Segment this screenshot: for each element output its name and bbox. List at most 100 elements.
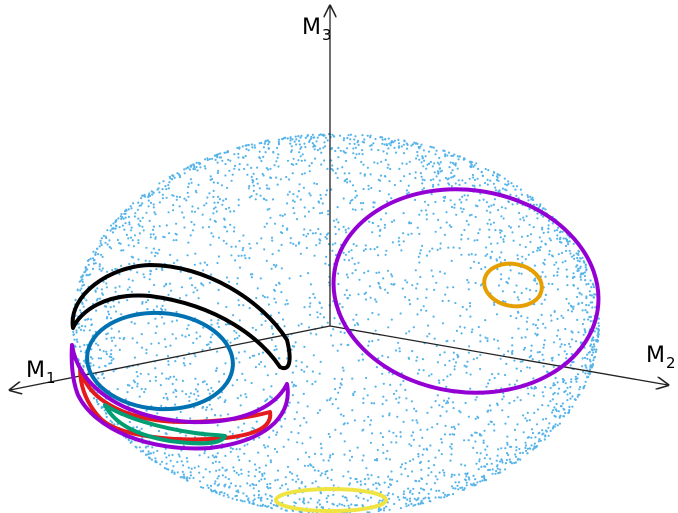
scatter-point [293, 345, 296, 348]
scatter-point [94, 253, 97, 256]
scatter-point [453, 206, 456, 209]
scatter-point [523, 346, 527, 349]
scatter-point [187, 195, 190, 198]
scatter-point [444, 293, 447, 296]
scatter-point [332, 493, 335, 496]
scatter-point [415, 419, 418, 422]
scatter-point [140, 346, 144, 349]
scatter-point [483, 479, 486, 482]
scatter-point [137, 258, 140, 261]
scatter-point [328, 398, 331, 401]
scatter-point [454, 487, 457, 490]
scatter-point [391, 478, 394, 481]
scatter-point [296, 195, 299, 198]
scatter-point [368, 285, 371, 288]
scatter-point [326, 139, 329, 142]
scatter-point [103, 409, 106, 412]
scatter-point [252, 438, 255, 441]
scatter-point [137, 217, 140, 220]
scatter-point [586, 357, 589, 360]
scatter-point [536, 212, 539, 215]
scatter-point [377, 508, 380, 511]
scatter-point [180, 460, 183, 463]
scatter-point [229, 223, 232, 226]
scatter-point [178, 176, 182, 179]
scatter-point [347, 504, 350, 507]
scatter-point [301, 173, 304, 176]
scatter-point [464, 181, 467, 185]
scatter-point [479, 353, 482, 356]
scatter-point [312, 144, 316, 147]
scatter-point [149, 236, 152, 239]
scatter-point [463, 364, 466, 367]
scatter-point [526, 328, 529, 331]
scatter-point [406, 475, 410, 478]
scatter-point [198, 471, 201, 474]
scatter-point [476, 356, 479, 360]
scatter-point [233, 329, 236, 333]
scatter-point [194, 388, 197, 391]
scatter-point [309, 497, 312, 500]
scatter-point [480, 465, 483, 468]
scatter-point [412, 458, 415, 461]
scatter-point [422, 187, 426, 190]
scatter-point [422, 305, 425, 308]
scatter-point [80, 287, 83, 290]
scatter-point [344, 253, 347, 256]
scatter-point [488, 468, 491, 471]
scatter-point [541, 404, 544, 407]
scatter-point [343, 331, 346, 334]
scatter-point [98, 348, 102, 351]
scatter-point [447, 299, 450, 302]
scatter-point [588, 368, 592, 371]
scatter-point [149, 233, 152, 236]
scatter-point [431, 426, 434, 429]
scatter-point [504, 183, 507, 186]
scatter-point [211, 333, 214, 336]
scatter-point [465, 475, 468, 478]
scatter-point [563, 408, 566, 411]
scatter-point [458, 198, 461, 201]
scatter-point [516, 254, 519, 257]
scatter-point [314, 157, 317, 160]
scatter-point [306, 380, 309, 383]
scatter-point [85, 274, 88, 277]
scatter-point [466, 472, 469, 476]
scatter-point [349, 477, 352, 480]
scatter-point [376, 459, 379, 462]
scatter-point [436, 478, 439, 481]
scatter-point [383, 226, 386, 229]
scatter-point [183, 168, 186, 171]
scatter-point [302, 186, 305, 189]
scatter-point [307, 501, 310, 504]
scatter-point [462, 208, 465, 211]
scatter-point [497, 448, 500, 451]
scatter-point [408, 298, 411, 302]
scatter-point [181, 211, 184, 214]
scatter-point [490, 250, 494, 253]
scatter-point [92, 364, 95, 367]
scatter-point [127, 278, 130, 281]
scatter-point [100, 237, 103, 240]
scatter-point [111, 421, 114, 424]
scatter-point [304, 136, 307, 139]
scatter-point [403, 139, 406, 142]
scatter-point [136, 385, 139, 388]
scatter-point [422, 448, 425, 451]
scatter-point [377, 482, 380, 485]
scatter-point [229, 446, 232, 449]
scatter-point [294, 244, 298, 247]
scatter-point [520, 336, 523, 339]
scatter-point [318, 242, 321, 245]
scatter-point [592, 296, 595, 299]
scatter-point [519, 188, 523, 191]
scatter-point [116, 423, 119, 426]
scatter-point [154, 251, 157, 254]
scatter-point [154, 379, 157, 382]
scatter-point [398, 498, 401, 501]
scatter-point [117, 301, 120, 304]
scatter-point [399, 466, 402, 469]
scatter-point [183, 476, 186, 480]
scatter-point [429, 179, 432, 182]
scatter-point [530, 198, 533, 201]
